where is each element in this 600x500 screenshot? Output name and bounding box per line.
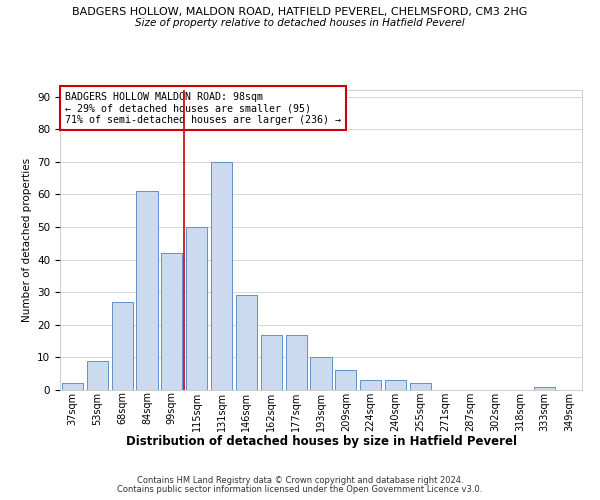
Bar <box>286 334 307 390</box>
Bar <box>335 370 356 390</box>
Bar <box>112 302 133 390</box>
Bar <box>410 384 431 390</box>
Bar <box>136 191 158 390</box>
Bar <box>261 334 282 390</box>
Text: BADGERS HOLLOW MALDON ROAD: 98sqm
← 29% of detached houses are smaller (95)
71% : BADGERS HOLLOW MALDON ROAD: 98sqm ← 29% … <box>65 92 341 124</box>
Bar <box>161 253 182 390</box>
Text: Distribution of detached houses by size in Hatfield Peverel: Distribution of detached houses by size … <box>125 435 517 448</box>
Text: Contains HM Land Registry data © Crown copyright and database right 2024.: Contains HM Land Registry data © Crown c… <box>137 476 463 485</box>
Bar <box>360 380 381 390</box>
Text: Contains public sector information licensed under the Open Government Licence v3: Contains public sector information licen… <box>118 485 482 494</box>
Bar <box>236 296 257 390</box>
Bar <box>87 360 108 390</box>
Bar <box>310 358 332 390</box>
Bar <box>211 162 232 390</box>
Text: BADGERS HOLLOW, MALDON ROAD, HATFIELD PEVEREL, CHELMSFORD, CM3 2HG: BADGERS HOLLOW, MALDON ROAD, HATFIELD PE… <box>73 8 527 18</box>
Bar <box>534 386 555 390</box>
Bar <box>385 380 406 390</box>
Y-axis label: Number of detached properties: Number of detached properties <box>22 158 32 322</box>
Text: Size of property relative to detached houses in Hatfield Peverel: Size of property relative to detached ho… <box>135 18 465 28</box>
Bar <box>186 227 207 390</box>
Bar <box>62 384 83 390</box>
